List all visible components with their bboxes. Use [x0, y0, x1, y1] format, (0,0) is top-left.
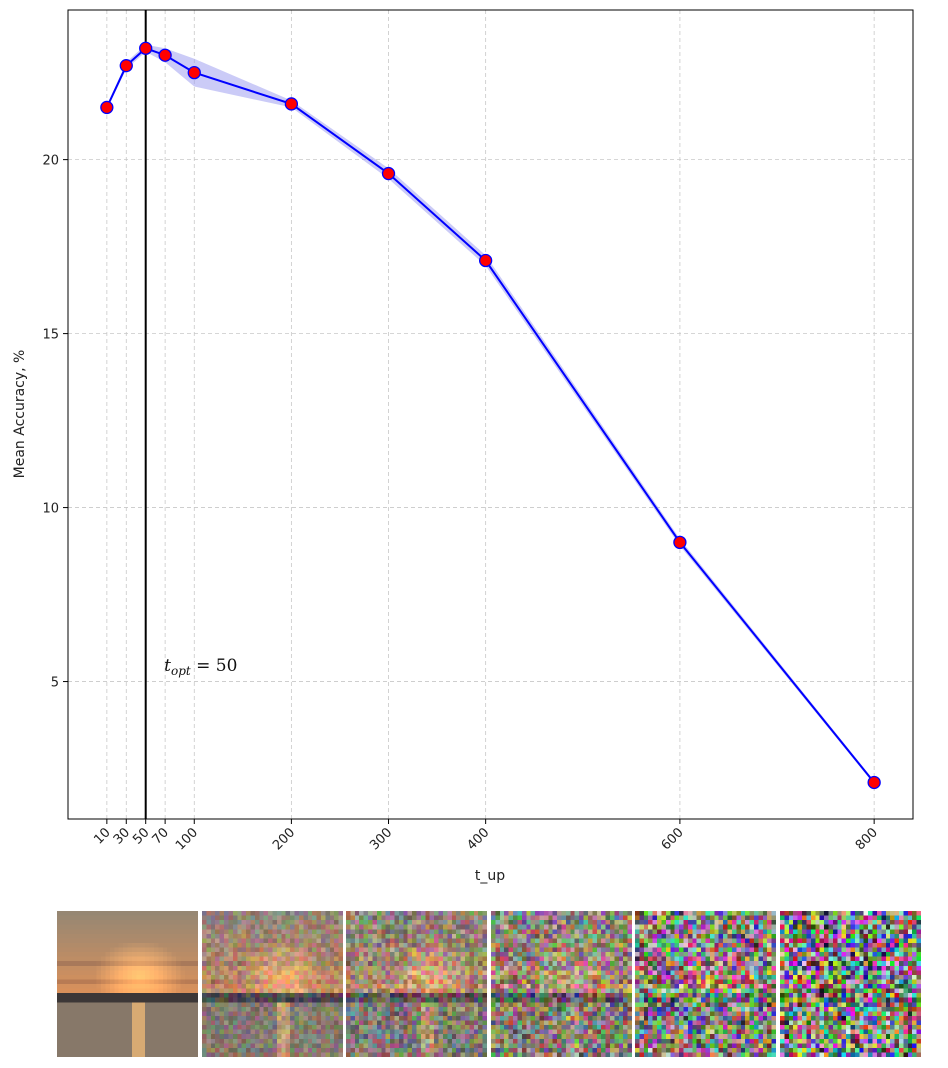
y-tick-label: 20: [42, 154, 59, 169]
noise-thumbnail: [57, 911, 198, 1057]
x-tick-label: 600: [659, 825, 687, 853]
data-point: [158, 48, 172, 62]
plot-frame: [67, 9, 914, 820]
grid: [68, 10, 913, 819]
data-point: [139, 41, 153, 55]
data-point: [100, 100, 114, 115]
data-point: [119, 59, 133, 73]
x-tick-label: 300: [367, 825, 395, 853]
annotation-t-opt: topt = 50: [164, 656, 237, 678]
x-tick-label: 70: [150, 825, 172, 847]
accuracy-line: [105, 47, 875, 784]
data-point: [478, 253, 493, 268]
data-point: [187, 65, 201, 80]
plot-background: [68, 10, 913, 819]
y-tick-label: 15: [42, 328, 59, 343]
x-tick-label: 800: [853, 825, 881, 853]
x-tick-label: 200: [270, 825, 298, 853]
noise-thumbnail: [346, 911, 488, 1057]
data-point: [381, 166, 396, 181]
data-point: [284, 97, 299, 111]
y-tick-label: 10: [42, 502, 59, 517]
y-axis-label: Mean Accuracy, %: [12, 350, 28, 479]
data-point: [867, 775, 881, 790]
noise-thumbnail: [490, 911, 632, 1057]
x-tick-label: 400: [464, 825, 492, 853]
noise-thumbnail: [780, 911, 921, 1057]
x-tick-label: 100: [173, 825, 201, 853]
x-axis-label: t_up: [475, 868, 505, 884]
noise-thumbnail: [201, 911, 343, 1057]
y-tick-label: 5: [51, 676, 59, 691]
data-point: [673, 535, 687, 550]
noise-thumbnail: [635, 911, 777, 1057]
